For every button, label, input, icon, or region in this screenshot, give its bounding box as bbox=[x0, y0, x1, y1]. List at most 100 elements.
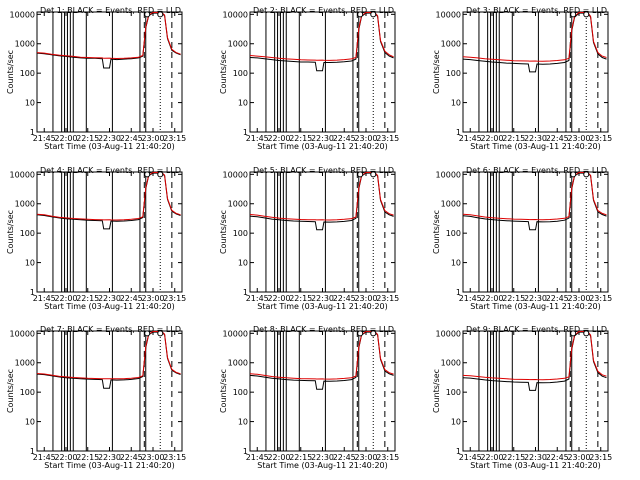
y-tick-label: 10 bbox=[238, 259, 248, 268]
y-tick-label: 1000 bbox=[228, 200, 248, 209]
y-tick-label: 1 bbox=[456, 447, 461, 456]
x-axis-label: Start Time (03-Aug-11 21:40:20) bbox=[257, 461, 388, 470]
detector-panel-8: Det 8: BLACK = Events, RED = LLD 1 10 100 10… bbox=[219, 325, 399, 470]
x-tick-label: 21:45 bbox=[459, 294, 482, 303]
series-line-lld bbox=[250, 331, 394, 380]
y-tick-label: 100 bbox=[20, 388, 35, 397]
saturation-marker bbox=[583, 330, 590, 337]
x-tick-label: 22:15 bbox=[289, 453, 312, 462]
x-tick-label: 22:45 bbox=[120, 294, 143, 303]
x-tick-label: 22:00 bbox=[54, 453, 77, 462]
series-line-lld bbox=[463, 331, 607, 381]
y-axis-label: Counts/sec bbox=[6, 369, 15, 413]
x-axis-label: Start Time (03-Aug-11 21:40:20) bbox=[44, 302, 175, 311]
saturation-marker bbox=[570, 330, 577, 337]
x-tick-label: 22:30 bbox=[311, 134, 334, 143]
x-tick-label: 22:00 bbox=[480, 294, 503, 303]
x-tick-label: 23:00 bbox=[567, 134, 590, 143]
y-tick-label: 100 bbox=[446, 229, 461, 238]
x-tick-label: 21:45 bbox=[459, 134, 482, 143]
detector-panel-7: Det 7: BLACK = Events, RED = LLD 1 10 100 10… bbox=[6, 325, 186, 470]
x-tick-label: 23:00 bbox=[354, 453, 377, 462]
y-tick-label: 10 bbox=[451, 418, 461, 427]
x-tick-label: 23:15 bbox=[589, 294, 612, 303]
y-tick-label: 10 bbox=[238, 99, 248, 108]
y-tick-label: 100 bbox=[20, 229, 35, 238]
y-tick-label: 10000 bbox=[10, 170, 35, 179]
saturation-marker bbox=[157, 330, 164, 337]
y-tick-label: 1 bbox=[456, 288, 461, 297]
x-tick-label: 22:00 bbox=[480, 453, 503, 462]
detector-panel-1: Det 1: BLACK = Events, RED = LLD 1 10 100 10… bbox=[6, 6, 186, 151]
x-tick-label: 22:30 bbox=[311, 453, 334, 462]
x-tick-label: 22:15 bbox=[502, 134, 525, 143]
saturation-marker bbox=[144, 171, 151, 178]
x-tick-label: 22:30 bbox=[98, 453, 121, 462]
y-tick-label: 1 bbox=[243, 288, 248, 297]
y-tick-label: 10 bbox=[451, 259, 461, 268]
x-tick-label: 21:45 bbox=[33, 294, 56, 303]
saturation-marker bbox=[570, 11, 577, 18]
y-tick-label: 1000 bbox=[15, 359, 35, 368]
saturation-marker bbox=[357, 330, 364, 337]
y-tick-label: 1 bbox=[456, 128, 461, 137]
y-tick-label: 10 bbox=[451, 99, 461, 108]
saturation-marker bbox=[157, 11, 164, 18]
saturation-marker bbox=[157, 171, 164, 178]
series-line-lld bbox=[250, 172, 394, 221]
x-tick-label: 23:00 bbox=[567, 294, 590, 303]
x-tick-label: 22:00 bbox=[267, 294, 290, 303]
x-tick-label: 22:45 bbox=[120, 134, 143, 143]
series-line-lld bbox=[37, 172, 181, 221]
y-axis-label: Counts/sec bbox=[219, 50, 228, 94]
panel-title: Det 6: BLACK = Events, RED = LLD bbox=[466, 166, 607, 175]
x-tick-label: 23:00 bbox=[354, 134, 377, 143]
series-line-events bbox=[463, 331, 607, 391]
detector-panel-2: Det 2: BLACK = Events, RED = LLD 1 10 100 10… bbox=[219, 6, 399, 151]
x-tick-label: 22:15 bbox=[76, 294, 99, 303]
y-tick-label: 10 bbox=[25, 99, 35, 108]
series-line-events bbox=[250, 331, 394, 390]
y-tick-label: 10 bbox=[238, 418, 248, 427]
x-tick-label: 23:00 bbox=[354, 294, 377, 303]
x-tick-label: 22:15 bbox=[502, 453, 525, 462]
y-tick-label: 1000 bbox=[15, 200, 35, 209]
panel-title: Det 7: BLACK = Events, RED = LLD bbox=[40, 325, 181, 334]
panel-title: Det 4: BLACK = Events, RED = LLD bbox=[40, 166, 181, 175]
x-tick-label: 22:00 bbox=[267, 134, 290, 143]
x-tick-label: 23:00 bbox=[141, 294, 164, 303]
x-tick-label: 22:30 bbox=[524, 294, 547, 303]
x-tick-label: 21:45 bbox=[246, 453, 269, 462]
saturation-marker bbox=[583, 11, 590, 18]
x-tick-label: 22:30 bbox=[524, 134, 547, 143]
y-tick-label: 1000 bbox=[441, 359, 461, 368]
y-tick-label: 1000 bbox=[228, 359, 248, 368]
y-tick-label: 1 bbox=[30, 288, 35, 297]
series-line-events bbox=[250, 172, 394, 231]
x-tick-label: 22:45 bbox=[546, 134, 569, 143]
x-tick-label: 22:15 bbox=[289, 294, 312, 303]
y-tick-label: 100 bbox=[233, 69, 248, 78]
x-tick-label: 22:30 bbox=[98, 134, 121, 143]
y-tick-label: 1 bbox=[30, 128, 35, 137]
x-axis-label: Start Time (03-Aug-11 21:40:20) bbox=[257, 302, 388, 311]
saturation-marker bbox=[357, 171, 364, 178]
x-tick-label: 23:15 bbox=[376, 453, 399, 462]
detector-panel-6: Det 6: BLACK = Events, RED = LLD 1 10 100 10… bbox=[432, 166, 612, 311]
saturation-marker bbox=[583, 171, 590, 178]
saturation-marker bbox=[370, 11, 377, 18]
detector-panel-5: Det 5: BLACK = Events, RED = LLD 1 10 100 10… bbox=[219, 166, 399, 311]
y-tick-label: 1 bbox=[243, 447, 248, 456]
series-line-lld bbox=[37, 12, 181, 60]
x-tick-label: 22:15 bbox=[289, 134, 312, 143]
x-tick-label: 23:00 bbox=[567, 453, 590, 462]
y-tick-label: 100 bbox=[446, 388, 461, 397]
y-tick-label: 10000 bbox=[436, 170, 461, 179]
x-tick-label: 23:15 bbox=[589, 453, 612, 462]
x-tick-label: 22:45 bbox=[546, 294, 569, 303]
x-axis-label: Start Time (03-Aug-11 21:40:20) bbox=[470, 302, 601, 311]
y-tick-label: 10000 bbox=[436, 329, 461, 338]
x-axis-label: Start Time (03-Aug-11 21:40:20) bbox=[257, 142, 388, 151]
y-tick-label: 10000 bbox=[223, 10, 248, 19]
